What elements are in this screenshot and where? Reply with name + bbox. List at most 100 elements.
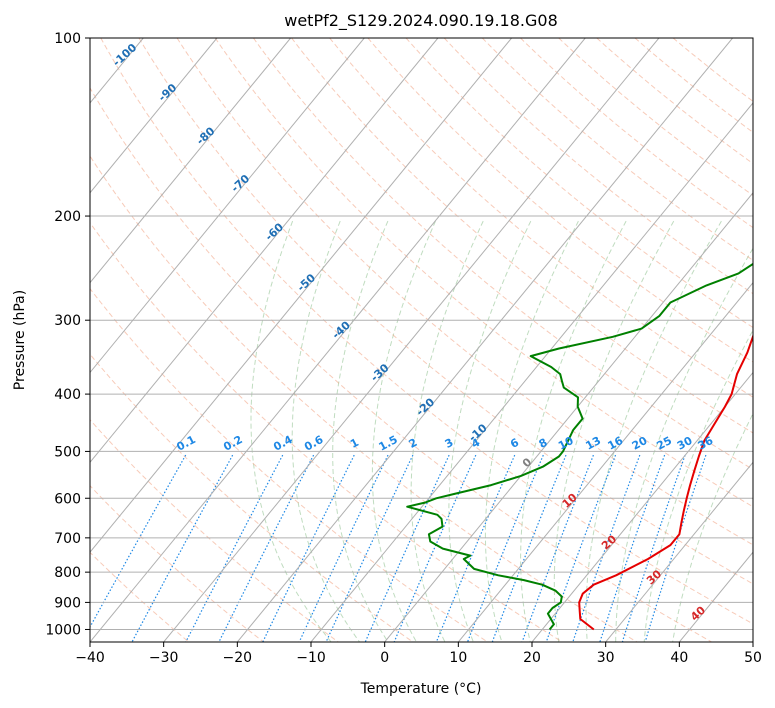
mixing-ratio-line xyxy=(364,454,450,642)
isotherm-label: -30 xyxy=(368,361,392,384)
dry-adiabat xyxy=(90,87,712,642)
dry-adiabat xyxy=(481,38,753,261)
x-tick-label: −10 xyxy=(296,650,326,666)
moist-adiabat xyxy=(643,329,753,642)
isotherm-line xyxy=(384,192,753,642)
dry-adiabat xyxy=(291,38,753,434)
mixing-ratio-label: 20 xyxy=(630,434,650,453)
dry-adiabat xyxy=(329,38,753,398)
axis-ticks: −40 −30 −20 −10 0 10 20 30 40 5010020030040050060… xyxy=(45,31,762,666)
mixing-ratio-label: 0.6 xyxy=(302,433,326,454)
dry-adiabat xyxy=(367,38,753,363)
mixing-ratio-label: 0.4 xyxy=(271,433,295,454)
x-tick-label: 20 xyxy=(523,650,541,666)
isotherm-line xyxy=(678,551,753,642)
isotherm-label: 10 xyxy=(560,491,580,511)
x-tick-label: 40 xyxy=(670,650,688,666)
x-tick-label: −30 xyxy=(149,650,179,666)
isotherm-label: 30 xyxy=(644,567,664,587)
isotherm-line xyxy=(163,38,660,642)
y-tick-label: 800 xyxy=(54,565,81,581)
mixing-ratio-line xyxy=(262,454,355,642)
isotherm-line xyxy=(90,38,218,194)
profile-lines xyxy=(406,262,753,631)
y-tick-label: 400 xyxy=(54,387,81,403)
mixing-ratio-label: 0.2 xyxy=(221,433,244,454)
moist-adiabat xyxy=(520,220,627,642)
mixing-ratio-label: 36 xyxy=(696,434,716,453)
mixing-ratio-label: 10 xyxy=(556,434,576,453)
isotherm-line xyxy=(457,281,753,642)
plot-frame xyxy=(89,37,754,643)
moist-adiabat xyxy=(371,220,436,642)
moist-adiabat xyxy=(484,220,579,642)
y-tick-label: 500 xyxy=(54,444,81,460)
x-tick-label: 0 xyxy=(380,650,389,666)
moist-adiabat xyxy=(448,220,532,642)
isotherm-label: -60 xyxy=(263,220,287,243)
dry-adiabat xyxy=(176,38,753,546)
y-tick-label: 100 xyxy=(54,31,81,47)
isotherm-line xyxy=(90,38,586,642)
mixing-ratio-line xyxy=(218,454,315,642)
isotherm-label: -80 xyxy=(194,124,218,147)
moist-adiabat xyxy=(615,247,753,642)
background-lines xyxy=(90,38,753,642)
dry-adiabat xyxy=(90,353,414,642)
mixing-ratio-line xyxy=(621,454,686,642)
isotherm-line xyxy=(605,461,753,642)
dry-adiabat xyxy=(90,221,563,642)
isotherm-label: -90 xyxy=(156,81,180,104)
mixing-ratio-line xyxy=(491,454,567,642)
mixing-ratio-label: 16 xyxy=(606,434,626,453)
dry-adiabat xyxy=(90,155,638,642)
isotherm-label: -50 xyxy=(295,271,319,294)
mixing-ratio-label: 1 xyxy=(348,436,361,451)
mixing-ratio-line xyxy=(185,454,284,642)
dry-adiabat xyxy=(90,551,190,642)
moist-adiabat xyxy=(250,220,332,642)
dry-adiabat xyxy=(138,38,753,585)
mixing-ratio-label: 25 xyxy=(654,434,674,453)
mixing-ratio-line xyxy=(644,454,707,642)
line-labels: 0.1 0.2 0.4 0.6 1 1.5 2 3 4 6 8 10 13 16 20 25 30 36-100-… xyxy=(110,41,716,624)
x-tick-label: 10 xyxy=(449,650,467,666)
y-tick-label: 1000 xyxy=(45,622,81,638)
y-tick-label: 300 xyxy=(54,313,81,329)
isotherm-label: -100 xyxy=(110,41,139,69)
chart-title: wetPf2_S129.2024.090.19.18.G08 xyxy=(284,11,558,31)
isotherm-line xyxy=(90,38,512,553)
isotherm-line xyxy=(90,38,365,374)
dry-adiabat xyxy=(443,38,753,295)
dry-adiabat xyxy=(252,38,753,471)
mixing-ratio-line xyxy=(90,454,187,629)
mixing-ratio-label: 6 xyxy=(508,436,521,451)
x-axis-label: Temperature (°C) xyxy=(360,681,482,697)
dry-adiabat xyxy=(672,38,753,102)
isotherm-label: 40 xyxy=(688,604,708,624)
mixing-ratio-label: 0.1 xyxy=(175,433,198,454)
temperature-line xyxy=(578,333,753,631)
y-tick-label: 200 xyxy=(54,209,81,225)
dry-adiabat xyxy=(558,38,753,196)
x-tick-label: −40 xyxy=(75,650,105,666)
x-tick-label: 30 xyxy=(597,650,615,666)
y-tick-label: 600 xyxy=(54,491,81,507)
isotherm-label: 20 xyxy=(599,532,619,552)
isotherm-line xyxy=(531,371,753,642)
x-tick-label: 50 xyxy=(744,650,762,666)
dewpoint-line xyxy=(406,262,753,631)
y-tick-label: 900 xyxy=(54,595,81,611)
isotherm-label: -40 xyxy=(330,318,354,341)
mixing-ratio-line xyxy=(131,454,234,642)
dry-adiabat xyxy=(90,419,339,642)
dry-adiabat xyxy=(90,484,264,642)
mixing-ratio-label: 30 xyxy=(675,434,695,453)
mixing-ratio-line xyxy=(521,454,594,642)
isotherm-line xyxy=(90,38,291,284)
moist-adiabat xyxy=(410,220,484,642)
isotherm-line xyxy=(236,38,733,642)
mixing-ratio-label: 1.5 xyxy=(377,433,400,454)
dry-adiabat xyxy=(634,38,753,133)
